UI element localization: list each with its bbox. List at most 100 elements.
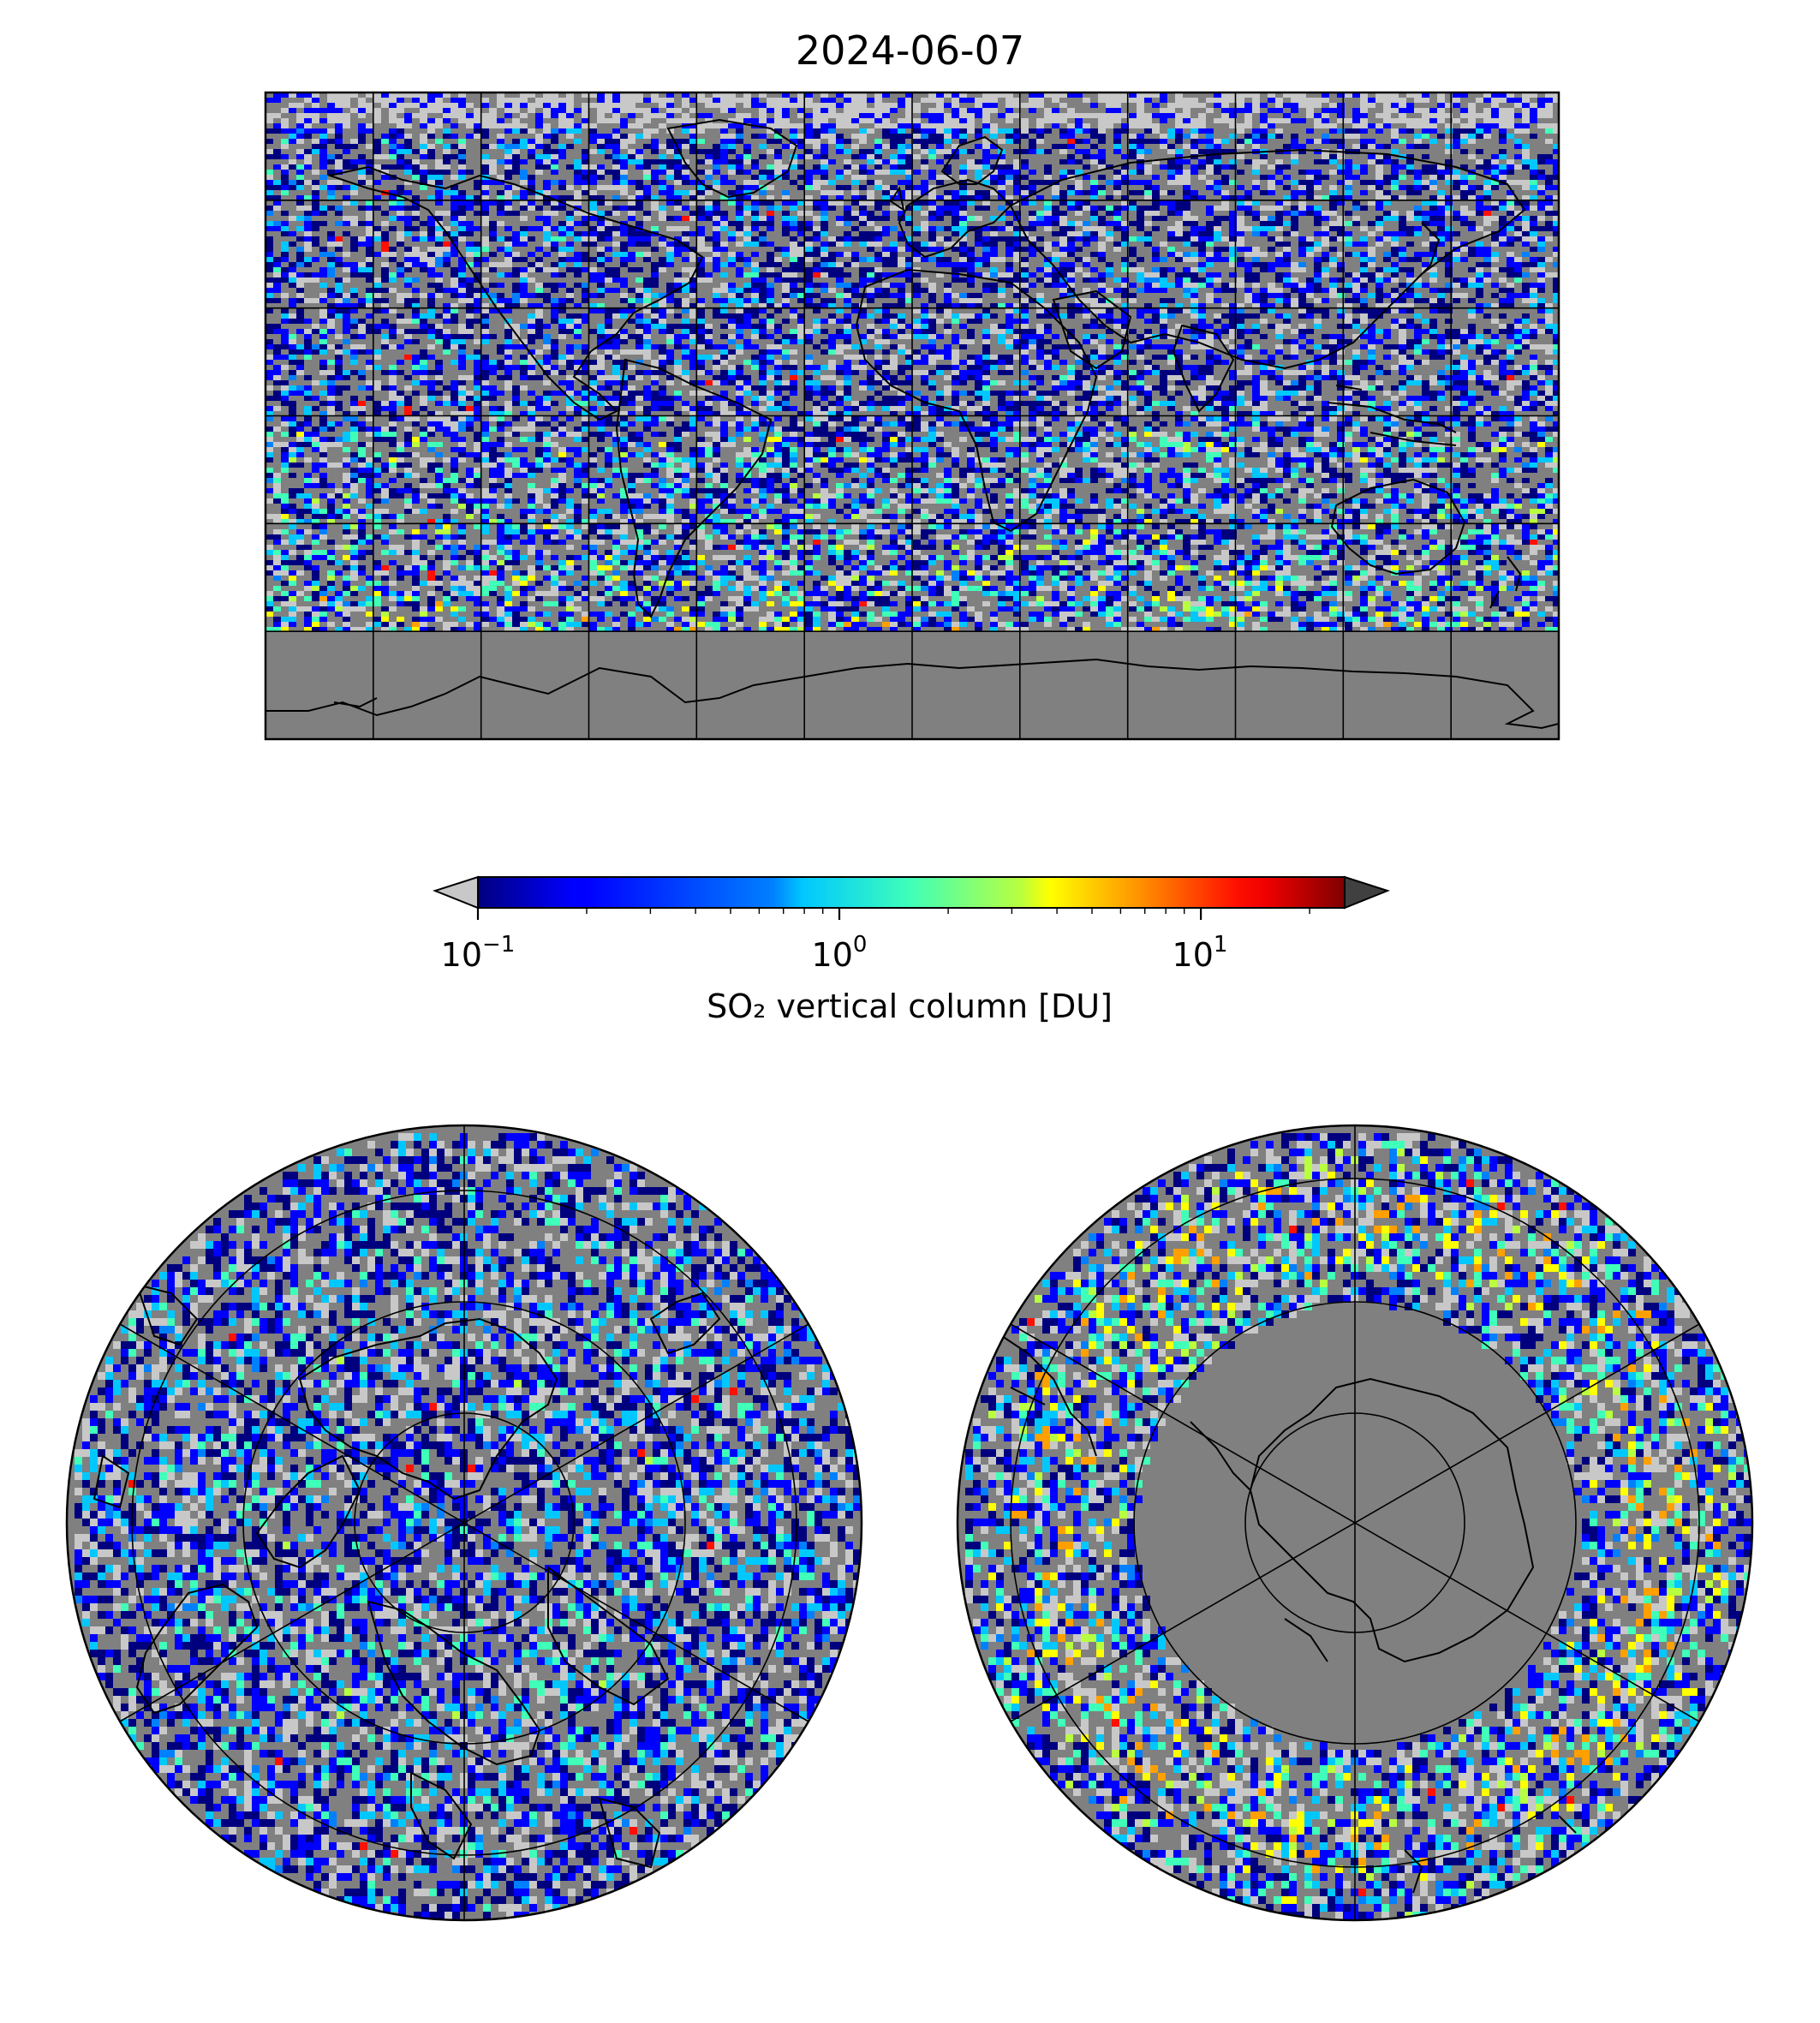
data-pixel <box>289 231 296 236</box>
data-pixel <box>805 277 813 283</box>
data-pixel <box>327 113 335 118</box>
data-pixel <box>790 313 797 319</box>
data-pixel <box>481 164 489 170</box>
data-pixel <box>443 226 451 231</box>
data-pixel <box>458 216 466 221</box>
data-pixel <box>358 298 366 303</box>
data-pixel <box>1237 319 1244 324</box>
data-pixel <box>1244 159 1252 164</box>
data-pixel <box>913 118 921 123</box>
data-pixel <box>273 272 281 277</box>
data-pixel <box>651 144 659 149</box>
data-pixel <box>1098 283 1106 288</box>
data-pixel <box>643 118 651 123</box>
data-pixel <box>1314 175 1322 180</box>
data-pixel <box>1545 159 1553 164</box>
data-pixel <box>1183 206 1190 211</box>
data-pixel <box>1514 277 1522 283</box>
data-pixel <box>520 92 528 98</box>
data-pixel <box>928 195 936 200</box>
data-pixel <box>1314 242 1322 247</box>
data-pixel <box>1368 247 1375 252</box>
data-pixel <box>720 247 728 252</box>
data-pixel <box>743 308 751 313</box>
data-pixel <box>481 200 489 206</box>
data-pixel <box>882 288 890 293</box>
data-pixel <box>335 98 343 103</box>
data-pixel <box>1553 159 1559 164</box>
data-pixel <box>1468 329 1476 334</box>
data-pixel <box>1036 103 1044 108</box>
data-pixel <box>458 329 466 334</box>
data-pixel <box>1098 206 1106 211</box>
data-pixel <box>898 247 905 252</box>
data-pixel <box>944 139 952 144</box>
data-pixel <box>1522 262 1530 267</box>
data-pixel <box>1175 170 1183 175</box>
data-pixel <box>1522 200 1530 206</box>
data-pixel <box>859 313 867 319</box>
data-pixel <box>1437 134 1445 139</box>
data-pixel <box>1352 175 1360 180</box>
data-pixel <box>820 118 828 123</box>
data-pixel <box>1106 308 1113 313</box>
data-pixel <box>1029 272 1036 277</box>
data-pixel <box>1499 134 1507 139</box>
data-pixel <box>998 277 1005 283</box>
data-pixel <box>304 231 312 236</box>
data-pixel <box>1391 272 1399 277</box>
data-pixel <box>397 159 404 164</box>
data-pixel <box>612 308 620 313</box>
data-pixel <box>1229 324 1237 329</box>
data-pixel <box>975 159 982 164</box>
data-pixel <box>481 180 489 185</box>
data-pixel <box>689 200 697 206</box>
data-pixel <box>304 211 312 216</box>
data-pixel <box>1329 277 1337 283</box>
data-pixel <box>319 185 327 190</box>
data-pixel <box>335 92 343 98</box>
data-pixel <box>497 118 504 123</box>
data-pixel <box>458 298 466 303</box>
data-pixel <box>1237 242 1244 247</box>
data-pixel <box>720 195 728 200</box>
data-pixel <box>427 226 435 231</box>
data-pixel <box>1437 113 1445 118</box>
data-pixel <box>343 303 350 308</box>
data-pixel <box>335 262 343 267</box>
data-pixel <box>851 118 859 123</box>
data-pixel <box>1375 308 1383 313</box>
data-pixel <box>1291 154 1298 159</box>
data-pixel <box>1337 313 1345 319</box>
data-pixel <box>913 324 921 329</box>
data-pixel <box>1383 236 1391 242</box>
data-pixel <box>913 288 921 293</box>
data-pixel <box>1283 175 1291 180</box>
data-pixel <box>1545 98 1553 103</box>
data-pixel <box>1059 288 1067 293</box>
data-pixel <box>612 242 620 247</box>
data-pixel <box>959 303 967 308</box>
data-pixel <box>335 185 343 190</box>
data-pixel <box>1214 149 1221 154</box>
data-pixel <box>620 242 628 247</box>
data-pixel <box>412 298 420 303</box>
data-pixel <box>905 206 913 211</box>
data-pixel <box>767 139 774 144</box>
data-pixel <box>643 144 651 149</box>
data-pixel <box>620 139 628 144</box>
data-pixel <box>1445 236 1453 242</box>
data-pixel <box>427 149 435 154</box>
data-pixel <box>373 118 381 123</box>
data-pixel <box>1368 313 1375 319</box>
data-pixel <box>820 128 828 134</box>
data-pixel <box>982 252 990 257</box>
data-pixel <box>1291 231 1298 236</box>
data-pixel <box>1352 252 1360 257</box>
data-pixel <box>358 180 366 185</box>
data-pixel <box>659 159 666 164</box>
data-pixel <box>458 236 466 242</box>
data-pixel <box>397 185 404 190</box>
data-pixel <box>1152 272 1160 277</box>
data-pixel <box>520 200 528 206</box>
